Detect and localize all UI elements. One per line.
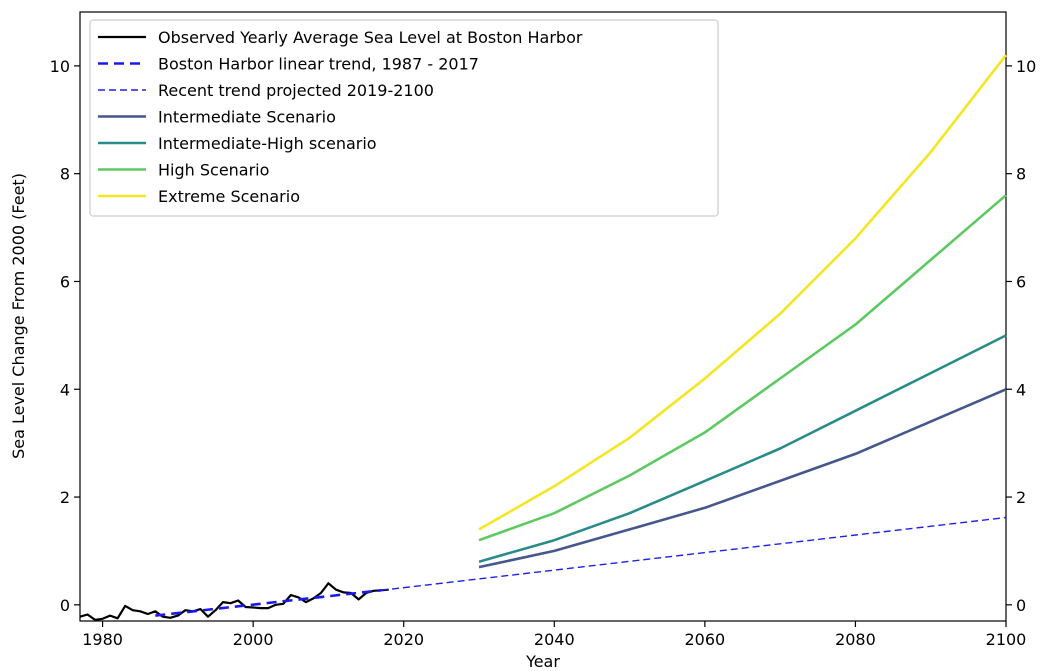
series-line-4 [478, 334, 1007, 563]
y-right-tick-label-2: 4 [1016, 380, 1026, 399]
y-axis-title: Sea Level Change From 2000 (Feet) [9, 173, 28, 459]
y-axis-left: 0 2 4 6 8 10 [50, 57, 80, 615]
x-tick-label-0: 1980 [82, 630, 123, 649]
series-line-2 [381, 516, 1007, 591]
x-tick-label-4: 2060 [685, 630, 726, 649]
legend-label-5: High Scenario [158, 161, 269, 180]
series-line-1 [155, 589, 382, 617]
legend-label-4: Intermediate-High scenario [158, 134, 377, 153]
y-left-tick-label-1: 2 [60, 488, 70, 507]
legend-box [89, 19, 719, 217]
y-left-tick-label-2: 4 [60, 380, 70, 399]
y-right-tick-label-3: 6 [1016, 272, 1026, 291]
legend-label-2: Recent trend projected 2019-2100 [158, 81, 434, 100]
series-line-0 [79, 582, 389, 622]
x-axis: 1980 2000 2020 2040 2060 2080 2100 [82, 621, 1026, 649]
x-axis-title: Year [525, 652, 560, 671]
legend-label-1: Boston Harbor linear trend, 1987 - 2017 [158, 55, 479, 74]
y-left-tick-label-5: 10 [50, 57, 70, 76]
legend: Observed Yearly Average Sea Level at Bos… [89, 19, 719, 217]
y-right-tick-label-5: 10 [1016, 57, 1036, 76]
x-tick-label-1: 2000 [233, 630, 274, 649]
x-tick-label-2: 2020 [383, 630, 424, 649]
y-left-tick-label-4: 8 [60, 165, 70, 184]
y-right-tick-label-0: 0 [1016, 596, 1026, 615]
x-tick-label-5: 2080 [835, 630, 876, 649]
y-left-tick-label-0: 0 [60, 596, 70, 615]
legend-label-6: Extreme Scenario [158, 187, 300, 206]
series-line-3 [478, 388, 1007, 569]
x-tick-label-3: 2040 [534, 630, 575, 649]
series-layer [79, 54, 1008, 622]
x-tick-label-6: 2100 [986, 630, 1027, 649]
y-left-tick-label-3: 6 [60, 272, 70, 291]
legend-label-0: Observed Yearly Average Sea Level at Bos… [158, 28, 583, 47]
series-line-5 [478, 194, 1007, 542]
y-axis-right: 0 2 4 6 8 10 [1006, 57, 1036, 615]
legend-label-3: Intermediate Scenario [158, 108, 336, 127]
y-right-tick-label-4: 8 [1016, 165, 1026, 184]
y-right-tick-label-1: 2 [1016, 488, 1026, 507]
series-line-6 [478, 54, 1008, 531]
